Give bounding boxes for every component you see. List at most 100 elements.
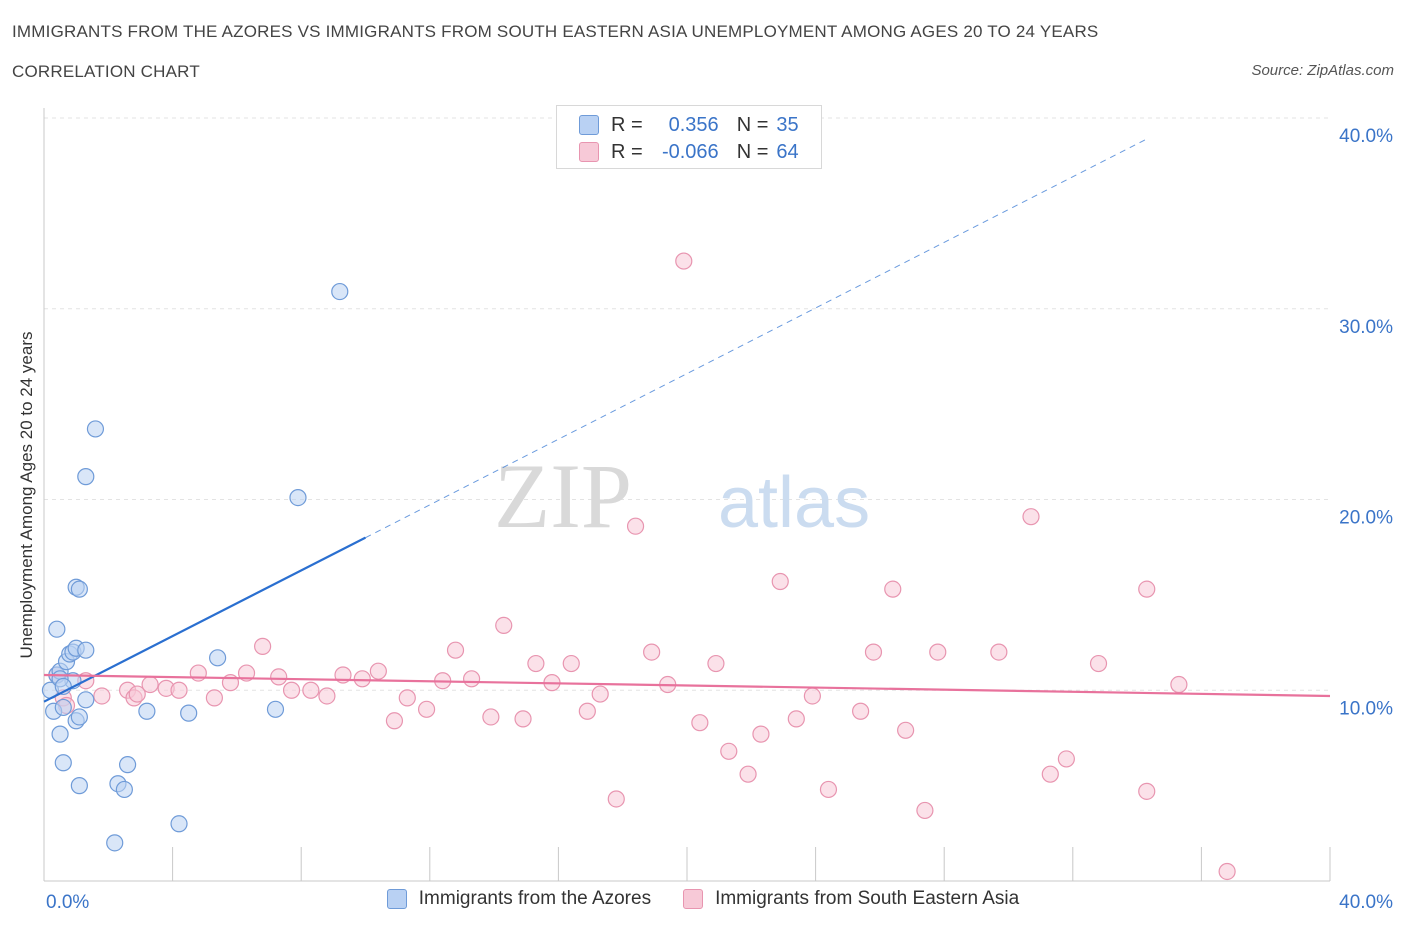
sea-point-10: [170, 681, 188, 699]
watermark-atlas: atlas: [718, 463, 870, 543]
azores-point-3: [51, 725, 69, 743]
legend-swatch-sea: [683, 889, 704, 909]
y-axis-label: Unemployment Among Ages 20 to 24 years: [17, 332, 36, 659]
sea-point-55: [916, 801, 934, 820]
sea-point-48: [787, 710, 805, 728]
sea-point-30: [495, 616, 513, 634]
azores-point-25: [118, 756, 137, 774]
azores-point-15: [70, 708, 88, 726]
n-value-sea: 64: [776, 140, 799, 163]
azores-point-30: [266, 700, 285, 718]
azores-point-16: [70, 580, 88, 598]
sea-point-45: [739, 765, 757, 783]
r-label: R =: [611, 113, 643, 136]
sea-point-12: [205, 689, 223, 707]
sea-point-17: [282, 681, 301, 699]
sea-point-46: [752, 725, 770, 743]
legend-item-sea[interactable]: Immigrants from South Eastern Asia: [683, 888, 1019, 910]
sea-point-28: [462, 670, 481, 688]
sea-point-23: [385, 712, 404, 730]
y-tick-label: 20.0%: [1339, 508, 1393, 529]
azores-point-19: [77, 641, 95, 659]
azores-point-32: [331, 282, 349, 301]
r-value-sea: -0.066: [661, 140, 719, 163]
sea-point-39: [643, 643, 661, 661]
sea-point-44: [720, 742, 738, 760]
sea-trend-line: [43, 673, 1331, 698]
sea-point-65: [1218, 862, 1236, 881]
sea-point-19: [318, 687, 336, 705]
sea-point-4: [93, 687, 111, 705]
azores-point-26: [138, 702, 156, 720]
azores-point-20: [77, 468, 95, 486]
series-legend: Immigrants from the Azores Immigrants fr…: [0, 888, 1406, 910]
azores-point-27: [170, 815, 188, 833]
sea-point-58: [1022, 508, 1040, 526]
sea-point-49: [803, 687, 821, 705]
source-credit: Source: ZipAtlas.com: [1251, 62, 1394, 79]
watermark-zip: ZIP: [494, 445, 632, 547]
y-tick-label: 30.0%: [1339, 317, 1393, 338]
azores-point-17: [70, 777, 88, 795]
azores-point-24: [115, 780, 133, 799]
azores-point-7: [54, 754, 72, 772]
sea-point-47: [771, 572, 789, 591]
watermark: ZIP atlas: [494, 445, 870, 547]
sea-point-61: [1089, 654, 1108, 673]
sea-point-57: [990, 643, 1008, 661]
azores-swatch: [579, 115, 599, 135]
azores-point-31: [289, 488, 307, 507]
y-tick-label: 40.0%: [1339, 126, 1393, 147]
stats-row-azores: R = 0.356 N = 35: [579, 112, 799, 138]
sea-point-21: [353, 670, 371, 688]
sea-point-64: [1170, 675, 1188, 694]
azores-point-6: [54, 698, 72, 717]
sea-point-56: [929, 643, 947, 661]
sea-point-16: [270, 668, 288, 686]
sea-point-53: [884, 580, 902, 598]
azores-point-18: [77, 691, 95, 709]
legend-swatch-azores: [386, 889, 407, 909]
n-value-azores: 35: [776, 113, 799, 136]
sea-point-35: [578, 702, 596, 720]
sea-point-29: [482, 708, 500, 726]
sea-point-27: [446, 641, 465, 659]
sea-point-60: [1057, 750, 1075, 768]
azores-trend-extension: [365, 138, 1147, 539]
sea-point-41: [675, 252, 693, 270]
n-label: N =: [736, 140, 769, 163]
legend-item-azores[interactable]: Immigrants from the Azores: [386, 888, 651, 910]
sea-point-42: [691, 714, 709, 732]
azores-trend-line: [43, 536, 366, 703]
sea-point-54: [897, 721, 915, 739]
sea-point-31: [514, 710, 532, 728]
r-value-azores: 0.356: [668, 113, 719, 136]
sea-point-36: [591, 685, 609, 703]
sea-point-14: [237, 664, 256, 682]
sea-point-51: [852, 702, 870, 720]
azores-point-2: [48, 620, 66, 638]
sea-point-34: [562, 654, 580, 673]
sea-point-43: [707, 654, 725, 673]
tick-labels: 10.0% 20.0% 30.0% 40.0% 0.0% 40.0%: [46, 126, 1393, 913]
azores-point-29: [209, 649, 227, 667]
sea-swatch: [579, 142, 599, 162]
chart-title: IMMIGRANTS FROM THE AZORES VS IMMIGRANTS…: [12, 22, 1099, 41]
sea-point-62: [1138, 580, 1156, 598]
sea-point-63: [1138, 782, 1156, 800]
sea-point-32: [527, 654, 545, 673]
sea-point-24: [398, 689, 416, 707]
sea-point-18: [302, 681, 320, 699]
azores-point-28: [180, 704, 198, 722]
azores-point-21: [86, 420, 105, 438]
sea-point-25: [417, 700, 436, 718]
stats-row-sea: R = -0.066 N = 64: [579, 139, 799, 165]
sea-point-22: [369, 662, 387, 680]
sea-point-50: [819, 780, 838, 799]
axes: [43, 108, 1331, 882]
n-label: N =: [736, 113, 769, 136]
sea-point-15: [254, 637, 272, 655]
sea-point-59: [1041, 765, 1059, 783]
